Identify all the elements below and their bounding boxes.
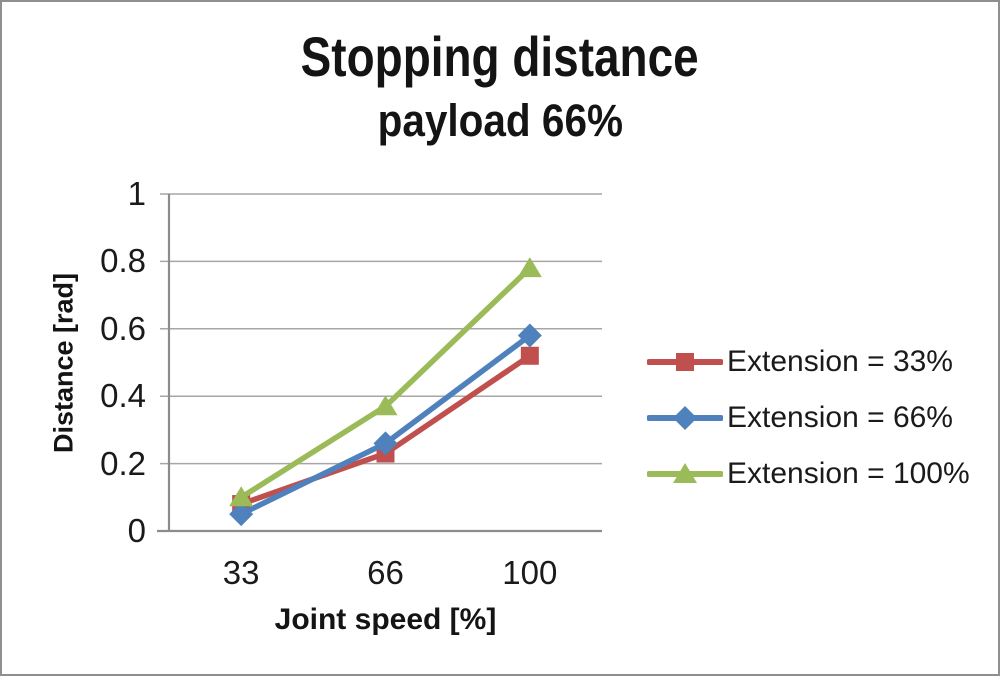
chart-subtitle-text: payload 66% bbox=[377, 95, 623, 146]
legend-marker bbox=[673, 463, 697, 483]
y-tick-label: 0.4 bbox=[100, 377, 146, 415]
plot-area bbox=[157, 193, 602, 533]
legend-key-triangle-icon bbox=[647, 463, 723, 483]
legend-label: Extension = 100% bbox=[727, 457, 970, 490]
legend-marker bbox=[673, 406, 697, 430]
legend-marker bbox=[676, 353, 694, 371]
y-tick-label: 0.2 bbox=[100, 444, 146, 482]
legend-key-square-icon bbox=[647, 353, 723, 371]
y-tick-label: 0.8 bbox=[100, 242, 146, 280]
data-point-1-0 bbox=[229, 502, 254, 527]
data-point-1-1 bbox=[373, 431, 398, 456]
chart-title: Stopping distance bbox=[2, 28, 998, 86]
y-tick-label: 0.6 bbox=[100, 309, 146, 347]
chart-title-text: Stopping distance bbox=[300, 25, 699, 88]
y-tick-label: 1 bbox=[127, 175, 146, 212]
data-point-2-1 bbox=[373, 395, 398, 416]
data-point-0-2 bbox=[520, 346, 539, 365]
legend-label: Extension = 66% bbox=[727, 401, 953, 434]
series-line-0 bbox=[238, 353, 533, 507]
data-point-2-0 bbox=[229, 486, 254, 507]
legend-key-diamond-icon bbox=[647, 406, 723, 430]
chart-subtitle: payload 66% bbox=[2, 96, 998, 146]
y-axis-title: Distance [rad] bbox=[48, 272, 79, 454]
legend-label: Extension = 33% bbox=[727, 345, 953, 378]
y-tick-label: 0 bbox=[127, 512, 146, 549]
legend-item-2: Extension = 100% bbox=[647, 446, 970, 502]
legend-item-0: Extension = 33% bbox=[647, 334, 970, 390]
x-axis-title: Joint speed [%] bbox=[274, 603, 497, 636]
legend: Extension = 33% Extension = 66% Extension … bbox=[647, 334, 970, 502]
legend-item-1: Extension = 66% bbox=[647, 390, 970, 446]
data-point-1-2 bbox=[517, 323, 542, 348]
x-tick-label: 66 bbox=[367, 554, 404, 591]
x-tick-label: 33 bbox=[222, 554, 260, 591]
data-point-2-2 bbox=[517, 257, 542, 278]
x-tick-label: 100 bbox=[502, 554, 558, 591]
